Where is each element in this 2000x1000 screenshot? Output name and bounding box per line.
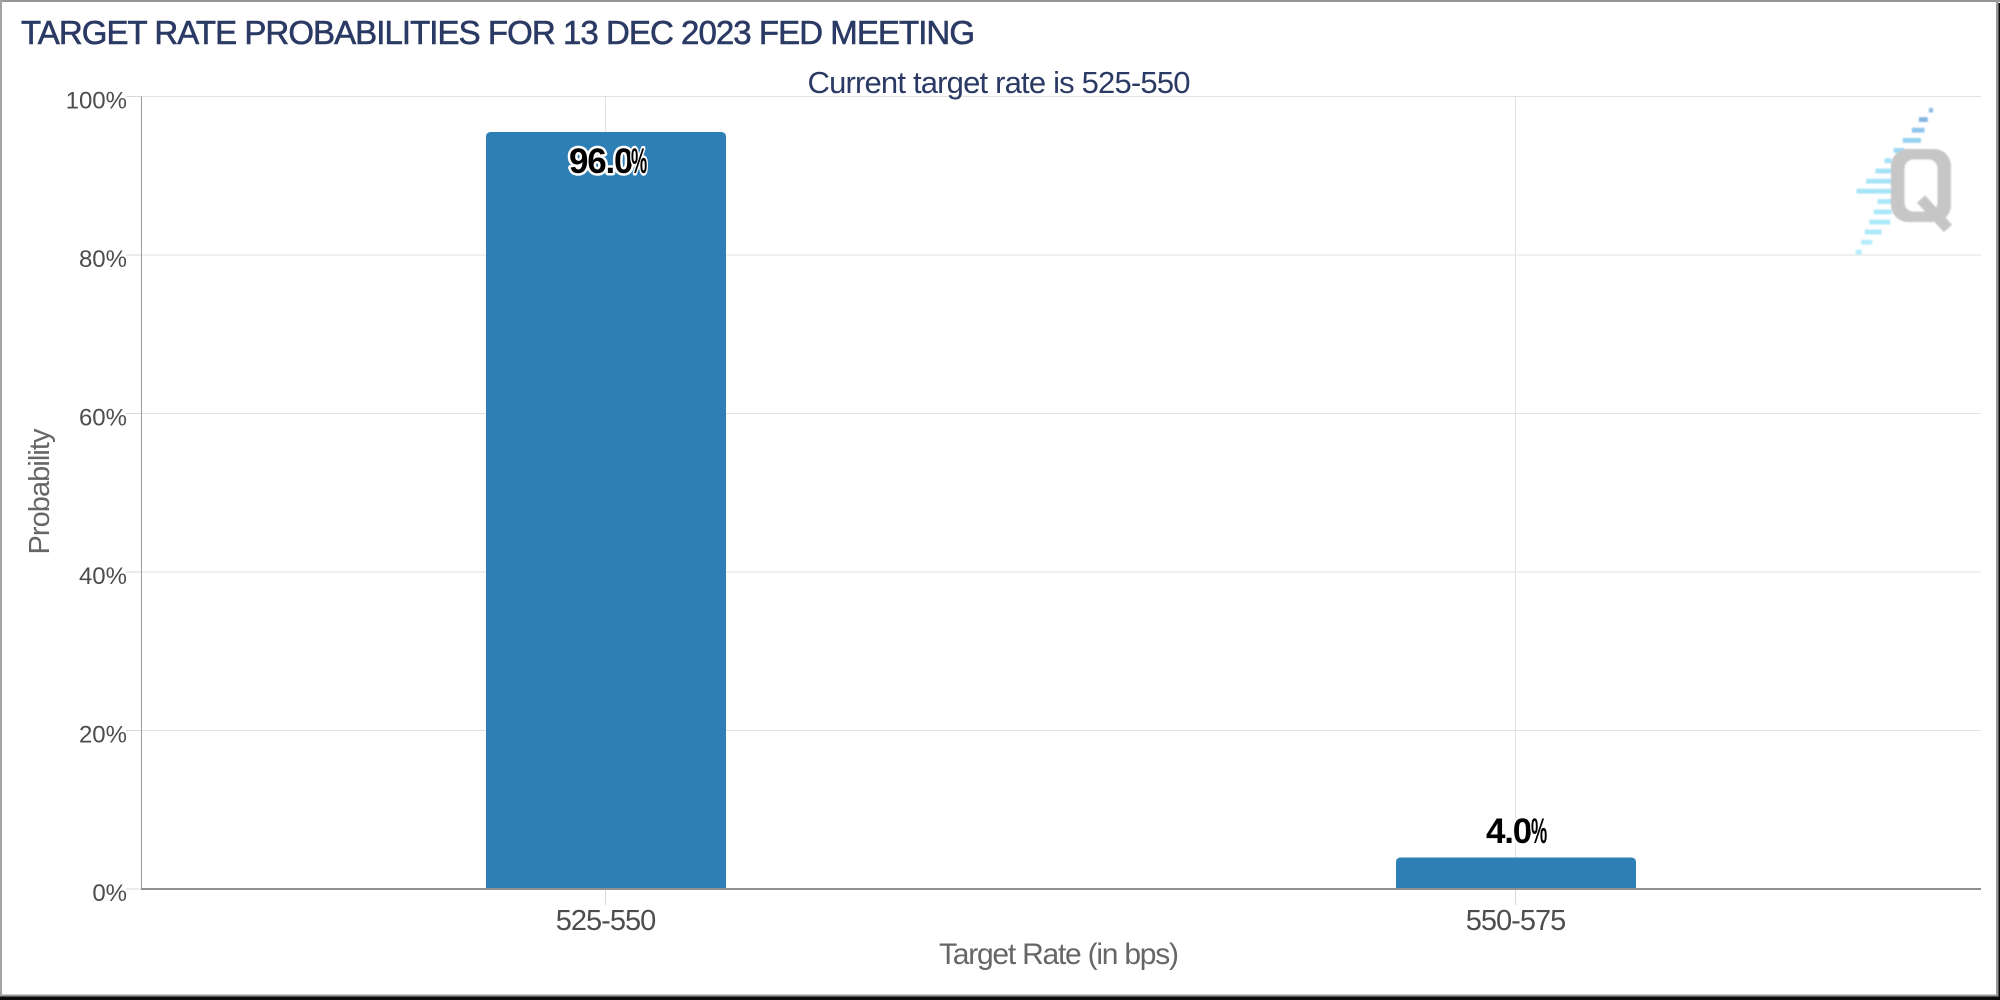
svg-text:0%: 0%: [92, 880, 127, 907]
svg-text:525-550: 525-550: [556, 905, 655, 937]
svg-text:TARGET RATE PROBABILITIES FOR: TARGET RATE PROBABILITIES FOR 13 DEC 202…: [21, 14, 975, 51]
svg-text:60%: 60%: [79, 405, 127, 432]
svg-text:%: %: [1531, 812, 1547, 851]
svg-text:80%: 80%: [79, 246, 127, 273]
svg-text:%: %: [631, 142, 647, 181]
svg-text:Probability: Probability: [24, 428, 56, 555]
svg-text:Current target rate is 525-550: Current target rate is 525-550: [808, 65, 1191, 100]
svg-text:4.0: 4.0: [1486, 812, 1532, 851]
svg-text:20%: 20%: [79, 722, 127, 749]
svg-text:96.0: 96.0: [569, 142, 633, 181]
svg-text:Target Rate (in bps): Target Rate (in bps): [939, 938, 1179, 971]
svg-text:100%: 100%: [66, 88, 127, 115]
svg-text:550-575: 550-575: [1466, 905, 1565, 937]
svg-text:40%: 40%: [79, 563, 127, 590]
